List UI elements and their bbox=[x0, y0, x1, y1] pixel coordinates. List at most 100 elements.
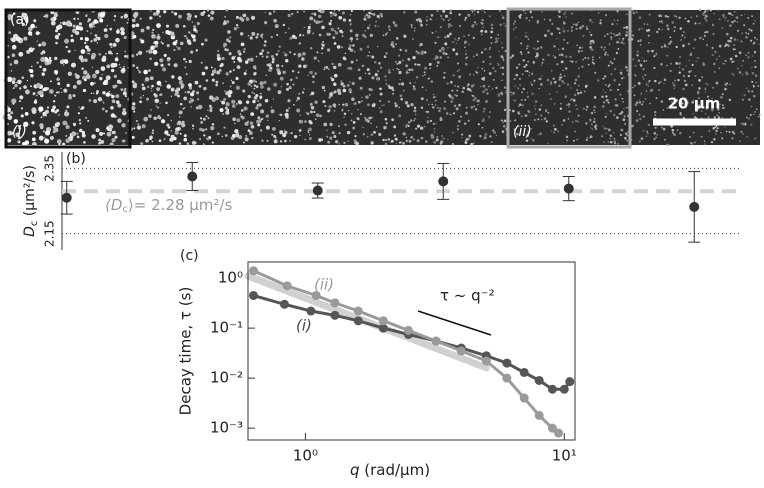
speckle bbox=[221, 135, 224, 138]
speckle bbox=[753, 95, 756, 98]
speckle bbox=[718, 55, 721, 57]
speckle bbox=[342, 56, 346, 60]
speckle bbox=[252, 79, 256, 83]
speckle bbox=[243, 47, 246, 51]
speckle bbox=[214, 96, 220, 101]
speckle bbox=[414, 81, 416, 83]
speckle bbox=[675, 16, 678, 18]
speckle bbox=[72, 85, 77, 89]
speckle bbox=[11, 37, 16, 43]
speckle bbox=[594, 71, 597, 74]
speckle bbox=[357, 108, 359, 111]
speckle bbox=[311, 75, 315, 79]
speckle bbox=[108, 128, 112, 132]
speckle bbox=[751, 15, 753, 17]
speckle bbox=[470, 142, 474, 146]
speckle bbox=[483, 69, 486, 72]
speckle bbox=[367, 54, 369, 57]
speckle bbox=[18, 51, 24, 57]
speckle bbox=[342, 18, 347, 22]
speckle bbox=[484, 133, 488, 136]
y-tick-label: 10⁻¹ bbox=[210, 319, 243, 337]
point bbox=[353, 316, 363, 326]
speckle bbox=[536, 47, 540, 50]
speckle bbox=[429, 119, 433, 122]
speckle bbox=[334, 31, 339, 35]
speckle bbox=[286, 82, 289, 86]
point bbox=[403, 325, 413, 335]
speckle bbox=[613, 78, 616, 82]
speckle bbox=[617, 19, 619, 22]
speckle bbox=[55, 121, 61, 127]
speckle bbox=[519, 103, 522, 107]
speckle bbox=[49, 136, 54, 140]
speckle bbox=[653, 55, 656, 58]
speckle bbox=[328, 22, 332, 26]
speckle bbox=[541, 118, 543, 121]
speckle bbox=[71, 131, 77, 137]
speckle bbox=[559, 107, 563, 110]
speckle bbox=[577, 114, 580, 117]
speckle bbox=[646, 23, 649, 26]
speckle bbox=[279, 130, 284, 135]
speckle bbox=[360, 113, 362, 116]
speckle bbox=[614, 98, 617, 101]
speckle bbox=[614, 34, 617, 37]
speckle bbox=[254, 68, 257, 70]
speckle bbox=[91, 66, 94, 69]
speckle bbox=[420, 23, 423, 27]
speckle bbox=[552, 55, 555, 57]
speckle bbox=[684, 36, 686, 39]
speckle bbox=[412, 138, 415, 141]
speckle bbox=[138, 50, 143, 55]
speckle bbox=[320, 138, 324, 142]
point bbox=[547, 423, 557, 433]
speckle bbox=[331, 62, 334, 65]
speckle bbox=[257, 119, 262, 123]
speckle bbox=[165, 80, 167, 83]
speckle bbox=[735, 16, 739, 19]
speckle bbox=[278, 120, 280, 122]
speckle bbox=[586, 105, 589, 108]
speckle bbox=[671, 128, 675, 132]
speckle bbox=[674, 100, 677, 103]
speckle bbox=[298, 42, 301, 45]
speckle bbox=[642, 75, 644, 78]
speckle bbox=[429, 67, 431, 70]
speckle bbox=[309, 23, 311, 26]
speckle bbox=[462, 86, 466, 90]
speckle bbox=[321, 43, 325, 47]
speckle bbox=[423, 125, 426, 128]
speckle bbox=[715, 125, 718, 128]
speckle bbox=[495, 86, 498, 90]
speckle bbox=[520, 13, 522, 16]
speckle bbox=[368, 119, 370, 122]
speckle bbox=[17, 136, 21, 140]
speckle bbox=[378, 107, 381, 109]
speckle bbox=[150, 10, 152, 12]
speckle bbox=[584, 57, 587, 59]
speckle bbox=[394, 23, 398, 27]
speckle bbox=[88, 52, 90, 55]
speckle bbox=[333, 135, 337, 138]
speckle bbox=[78, 106, 80, 108]
speckle bbox=[350, 119, 353, 122]
speckle bbox=[613, 19, 616, 21]
speckle bbox=[518, 63, 521, 66]
speckle bbox=[184, 66, 187, 69]
speckle bbox=[721, 27, 724, 29]
speckle bbox=[585, 108, 588, 111]
speckle bbox=[472, 105, 476, 108]
speckle bbox=[484, 89, 487, 91]
speckle bbox=[323, 68, 326, 71]
speckle bbox=[673, 133, 676, 136]
speckle bbox=[642, 115, 645, 118]
speckle bbox=[503, 119, 507, 123]
speckle bbox=[403, 34, 407, 38]
speckle bbox=[384, 33, 388, 36]
speckle bbox=[570, 29, 573, 32]
speckle bbox=[247, 129, 251, 133]
speckle bbox=[725, 130, 728, 133]
speckle bbox=[722, 13, 725, 17]
speckle bbox=[176, 123, 179, 126]
